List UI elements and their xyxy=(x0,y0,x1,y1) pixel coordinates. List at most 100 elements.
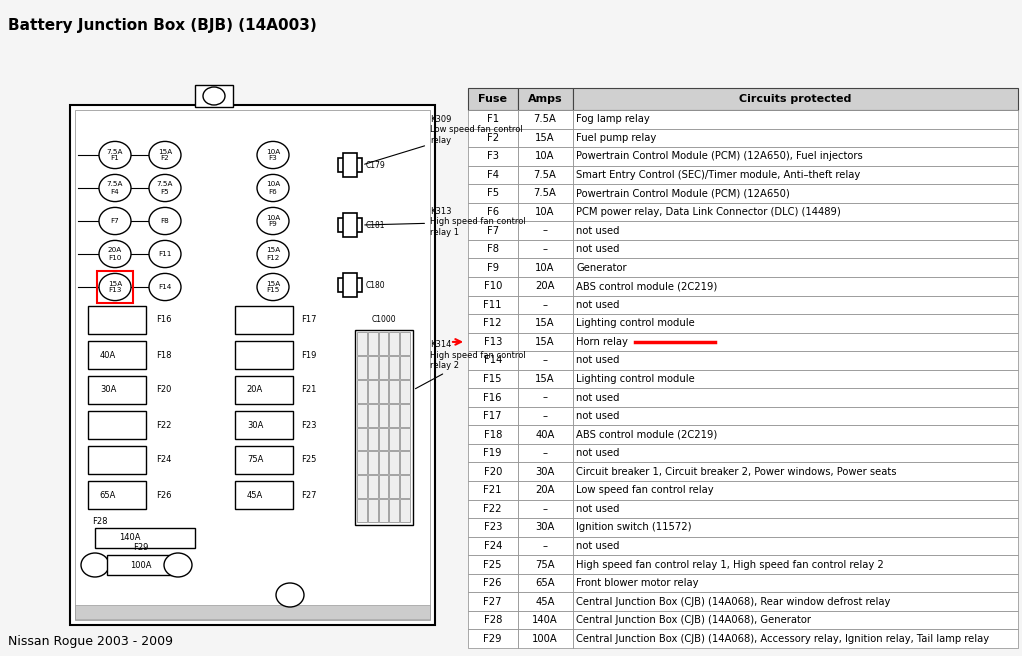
Text: Smart Entry Control (SEC)/Timer module, Anti–theft relay: Smart Entry Control (SEC)/Timer module, … xyxy=(576,170,861,180)
Bar xyxy=(355,330,413,525)
Text: –: – xyxy=(543,392,548,403)
Bar xyxy=(357,499,367,522)
Text: 15A
F15: 15A F15 xyxy=(266,281,280,293)
Text: 75A: 75A xyxy=(536,560,555,569)
Text: 30A: 30A xyxy=(536,522,555,533)
Text: –: – xyxy=(543,448,548,458)
Bar xyxy=(572,407,1018,425)
Text: F8: F8 xyxy=(160,218,170,224)
Bar xyxy=(517,184,572,203)
Bar xyxy=(378,499,388,522)
Bar xyxy=(389,332,400,355)
Bar xyxy=(88,376,146,404)
Text: F24: F24 xyxy=(156,455,172,464)
Bar xyxy=(468,500,517,518)
Text: Central Junction Box (CJB) (14A068), Accessory relay, Ignition relay, Tail lamp : Central Junction Box (CJB) (14A068), Acc… xyxy=(576,634,989,644)
Bar xyxy=(572,500,1018,518)
Bar xyxy=(95,528,195,548)
Text: –: – xyxy=(543,300,548,310)
Text: 10A: 10A xyxy=(536,262,555,273)
Text: Lighting control module: Lighting control module xyxy=(576,318,695,329)
Text: PCM power relay, Data Link Connector (DLC) (14489): PCM power relay, Data Link Connector (DL… xyxy=(576,207,841,217)
Bar xyxy=(468,574,517,592)
Bar xyxy=(401,356,410,379)
Bar xyxy=(572,518,1018,537)
Bar xyxy=(517,444,572,462)
Bar xyxy=(572,240,1018,258)
Bar xyxy=(517,555,572,574)
Bar xyxy=(468,203,517,221)
Text: F26: F26 xyxy=(156,491,172,499)
Text: K314
High speed fan control
relay 2: K314 High speed fan control relay 2 xyxy=(416,340,525,389)
Text: ABS control module (2C219): ABS control module (2C219) xyxy=(576,430,717,440)
Text: F28: F28 xyxy=(92,516,107,525)
Text: 20A: 20A xyxy=(247,386,263,394)
Bar xyxy=(517,333,572,351)
Text: 15A
F13: 15A F13 xyxy=(108,281,122,293)
Bar xyxy=(88,481,146,509)
Text: 40A: 40A xyxy=(100,350,117,359)
Bar xyxy=(378,380,388,403)
Text: 7.5A: 7.5A xyxy=(533,188,556,199)
Bar xyxy=(357,356,367,379)
Bar xyxy=(368,332,377,355)
Bar xyxy=(468,221,517,240)
Bar xyxy=(343,213,357,237)
Ellipse shape xyxy=(257,274,289,300)
Text: 10A
F6: 10A F6 xyxy=(266,182,280,194)
Bar xyxy=(378,475,388,498)
Ellipse shape xyxy=(149,274,181,300)
Text: F4: F4 xyxy=(486,170,499,180)
Bar xyxy=(572,110,1018,129)
Bar xyxy=(235,481,293,509)
Bar xyxy=(572,444,1018,462)
Bar xyxy=(517,592,572,611)
Bar xyxy=(468,462,517,481)
Text: F6: F6 xyxy=(486,207,499,217)
Bar xyxy=(468,518,517,537)
Text: F10: F10 xyxy=(483,281,502,291)
Bar xyxy=(368,428,377,451)
Text: 7.5A: 7.5A xyxy=(533,170,556,180)
Ellipse shape xyxy=(149,142,181,169)
Bar xyxy=(468,295,517,314)
Ellipse shape xyxy=(99,240,131,268)
Text: Central Junction Box (CJB) (14A068), Generator: Central Junction Box (CJB) (14A068), Gen… xyxy=(576,615,811,625)
Text: not used: not used xyxy=(576,411,620,421)
Text: 65A: 65A xyxy=(536,578,555,588)
Bar xyxy=(572,88,1018,110)
Text: –: – xyxy=(543,226,548,236)
Text: F12: F12 xyxy=(483,318,502,329)
Text: F23: F23 xyxy=(483,522,502,533)
Bar xyxy=(357,403,367,426)
Ellipse shape xyxy=(276,583,304,607)
Text: 45A: 45A xyxy=(536,596,555,607)
Ellipse shape xyxy=(99,207,131,235)
Text: 75A: 75A xyxy=(246,455,264,464)
Bar xyxy=(235,446,293,474)
Bar xyxy=(401,332,410,355)
Bar xyxy=(235,411,293,439)
Bar xyxy=(517,407,572,425)
Bar xyxy=(389,403,400,426)
Bar xyxy=(75,605,430,619)
Bar xyxy=(572,258,1018,277)
Bar xyxy=(517,462,572,481)
Text: not used: not used xyxy=(576,356,620,365)
Text: F21: F21 xyxy=(301,386,317,394)
Bar xyxy=(517,425,572,444)
Text: not used: not used xyxy=(576,541,620,551)
Text: F13: F13 xyxy=(483,337,502,347)
Text: Fuse: Fuse xyxy=(478,94,507,104)
Text: 7.5A: 7.5A xyxy=(533,114,556,124)
Bar xyxy=(517,630,572,648)
Bar xyxy=(378,403,388,426)
Text: F16: F16 xyxy=(483,392,502,403)
Bar xyxy=(517,129,572,147)
Ellipse shape xyxy=(149,174,181,201)
Bar xyxy=(107,555,175,575)
Bar xyxy=(572,203,1018,221)
Text: F26: F26 xyxy=(483,578,502,588)
Text: –: – xyxy=(543,541,548,551)
Bar xyxy=(468,388,517,407)
